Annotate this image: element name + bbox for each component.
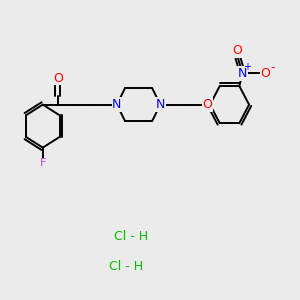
Text: N: N	[238, 67, 247, 80]
Text: -: -	[271, 61, 275, 74]
Text: O: O	[261, 67, 271, 80]
Text: Cl - H: Cl - H	[109, 260, 142, 273]
Text: +: +	[244, 62, 251, 72]
Text: O: O	[233, 44, 243, 57]
Text: Cl - H: Cl - H	[114, 230, 148, 243]
Text: O: O	[202, 98, 212, 111]
Text: N: N	[112, 98, 122, 111]
Text: N: N	[156, 98, 165, 111]
Text: O: O	[53, 72, 63, 85]
Text: F: F	[40, 158, 46, 168]
